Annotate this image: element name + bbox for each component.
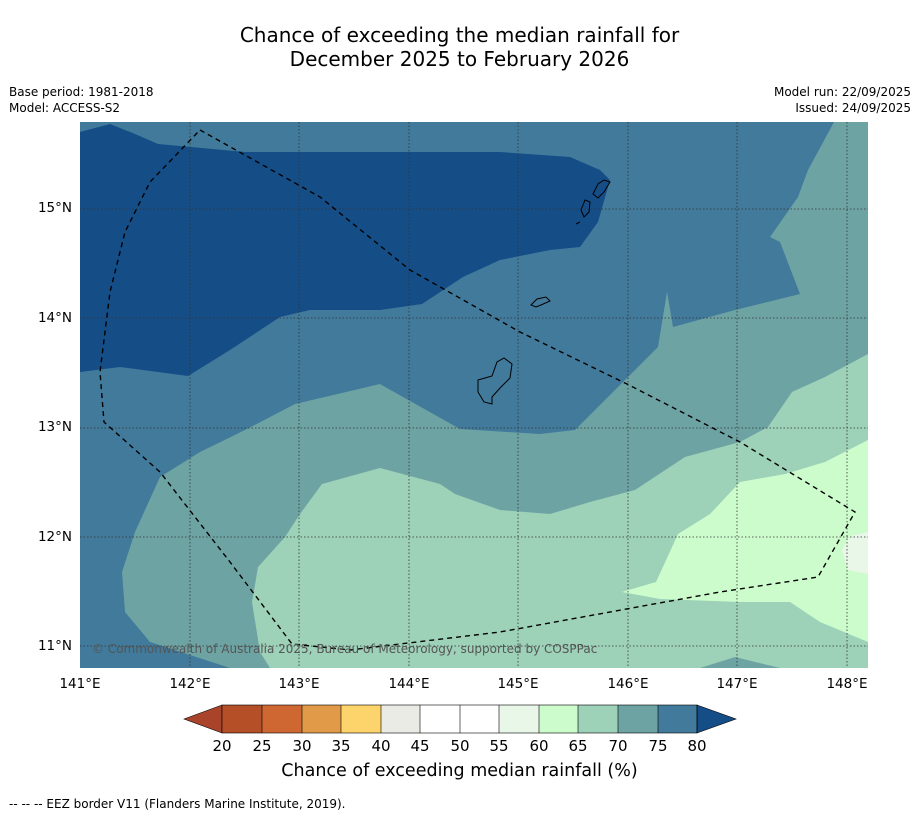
issued-date: Issued: 24/09/2025 (795, 101, 911, 115)
lon-label-142e: 142°E (169, 676, 211, 692)
rainfall-probability-map (80, 122, 868, 668)
colorbar-tick-30: 30 (292, 737, 312, 755)
colorbar-20-25 (222, 705, 262, 733)
rota-island (530, 296, 551, 308)
colorbar-tick-70: 70 (608, 737, 628, 755)
chart-title-line1: Chance of exceeding the median rainfall … (239, 23, 680, 47)
colorbar-65-70 (578, 705, 618, 733)
lon-label-146e: 146°E (607, 676, 649, 692)
colorbar-below-20 (183, 704, 223, 734)
band-55-60 (622, 440, 868, 642)
chart-title-line2: December 2025 to February 2026 (289, 47, 630, 71)
colorbar-60-65 (539, 705, 578, 733)
colorbar-tick-45: 45 (410, 737, 430, 755)
map-gridlines (80, 122, 868, 668)
model-name: Model: ACCESS-S2 (9, 101, 121, 115)
copyright-notice: © Commonwealth of Australia 2025, Bureau… (92, 642, 598, 656)
lat-label-14n: 14°N (37, 310, 72, 326)
colorbar-tick-55: 55 (489, 737, 509, 755)
model-run-date: Model run: 22/09/2025 (773, 85, 911, 99)
colorbar-tick-65: 65 (568, 737, 588, 755)
colorbar-30-35 (302, 705, 341, 733)
guam-island (477, 357, 513, 405)
colorbar-45-50 (420, 705, 460, 733)
colorbar-tick-60: 60 (529, 737, 549, 755)
lon-label-144e: 144°E (388, 676, 430, 692)
aguijan-island (575, 221, 581, 225)
eez-border (99, 129, 856, 651)
lat-label-12n: 12°N (37, 529, 72, 545)
colorbar-tick-20: 20 (212, 737, 232, 755)
lat-label-15n: 15°N (37, 200, 72, 216)
colorbar-tick-25: 25 (252, 737, 272, 755)
colorbar-tick-80: 80 (687, 737, 707, 755)
band-50-55 (842, 532, 868, 574)
colorbar-70-75 (618, 705, 658, 733)
colorbar-40-45 (381, 705, 420, 733)
colorbar-55-60 (499, 705, 539, 733)
lon-label-148e: 148°E (826, 676, 868, 692)
colorbar-25-30 (262, 705, 302, 733)
colorbar-tick-50: 50 (450, 737, 470, 755)
lon-label-141e: 141°E (59, 676, 101, 692)
colorbar-above-80 (696, 704, 737, 734)
base-period: Base period: 1981-2018 (9, 85, 154, 99)
colorbar-75-80 (658, 705, 697, 733)
colorbar (183, 704, 737, 734)
colorbar-tick-75: 75 (648, 737, 668, 755)
colorbar-50-55 (460, 705, 499, 733)
lon-label-143e: 143°E (278, 676, 320, 692)
lon-label-145e: 145°E (497, 676, 539, 692)
tinian-island (580, 199, 591, 218)
colorbar-title: Chance of exceeding median rainfall (%) (281, 761, 638, 781)
colorbar-35-40 (341, 705, 381, 733)
band-above-80 (80, 124, 610, 376)
lat-label-13n: 13°N (37, 419, 72, 435)
saipan-island (592, 179, 611, 199)
eez-legend-note: -- -- -- EEZ border V11 (Flanders Marine… (9, 797, 346, 811)
lon-label-147e: 147°E (716, 676, 758, 692)
colorbar-tick-35: 35 (331, 737, 351, 755)
colorbar-tick-40: 40 (371, 737, 391, 755)
lat-label-11n: 11°N (37, 638, 72, 654)
